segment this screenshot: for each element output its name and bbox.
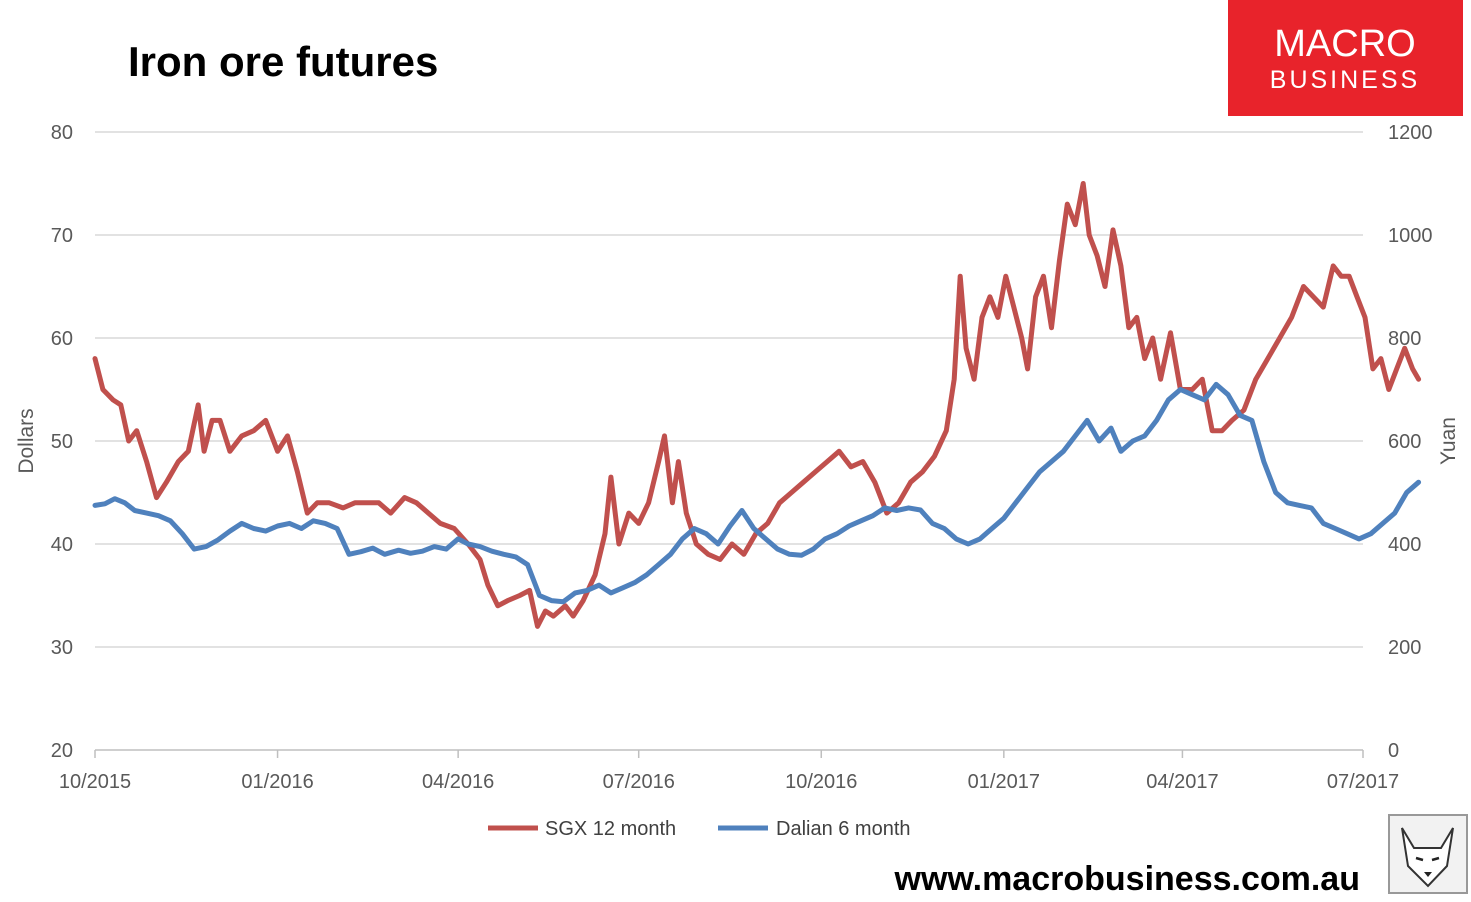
x-tick-label: 10/2015	[59, 771, 131, 793]
x-tick-label: 07/2016	[603, 771, 675, 793]
wolf-icon-nose	[1424, 872, 1432, 877]
wolf-icon-eyes	[1415, 856, 1440, 862]
wolf-icon	[1388, 814, 1468, 894]
logo-background	[1228, 0, 1463, 116]
legend-label-dalian: Dalian 6 month	[776, 818, 911, 840]
x-tick-label: 01/2016	[241, 771, 313, 793]
right-tick-label: 600	[1388, 431, 1421, 453]
logo-line-1: MACRO	[1274, 23, 1415, 65]
left-tick-label: 50	[51, 431, 73, 453]
x-tick-label: 04/2016	[422, 771, 494, 793]
chart-title: Iron ore futures	[128, 38, 438, 85]
right-tick-label: 800	[1388, 328, 1421, 350]
x-tick-label: 10/2016	[785, 771, 857, 793]
x-tick-label: 07/2017	[1327, 771, 1399, 793]
footer-url: www.macrobusiness.com.au	[894, 860, 1360, 897]
x-tick-label: 01/2017	[968, 771, 1040, 793]
right-tick-label: 1000	[1388, 225, 1433, 247]
right-tick-label: 200	[1388, 637, 1421, 659]
x-axis-ticks: 10/2015 01/2016 04/2016 07/2016 10/2016 01/20…	[59, 750, 1399, 793]
right-tick-label: 1200	[1388, 122, 1433, 144]
series-line-dalian-6-month	[92, 381, 1422, 605]
macro-business-logo: MACRO BUSINESS	[1228, 0, 1463, 116]
gridlines	[95, 131, 1363, 648]
left-axis-ticks: 80 70 60 50 40 30 20	[51, 122, 73, 762]
left-tick-label: 70	[51, 225, 73, 247]
right-tick-label: 0	[1388, 740, 1399, 762]
right-axis-ticks: 1200 1000 800 600 400 200 0	[1388, 122, 1433, 762]
left-tick-label: 80	[51, 122, 73, 144]
x-tick-label: 04/2017	[1146, 771, 1218, 793]
series-layer	[92, 181, 1422, 629]
legend: SGX 12 month Dalian 6 month	[488, 818, 911, 840]
legend-label-sgx: SGX 12 month	[545, 818, 676, 840]
left-tick-label: 20	[51, 740, 73, 762]
wolf-icon-head	[1401, 827, 1454, 888]
left-tick-label: 40	[51, 534, 73, 556]
left-axis-title: Dollars	[15, 408, 38, 473]
logo-line-2: BUSINESS	[1270, 66, 1420, 94]
right-tick-label: 400	[1388, 534, 1421, 556]
right-axis-title: Yuan	[1437, 417, 1460, 465]
left-tick-label: 30	[51, 637, 73, 659]
left-tick-label: 60	[51, 328, 73, 350]
